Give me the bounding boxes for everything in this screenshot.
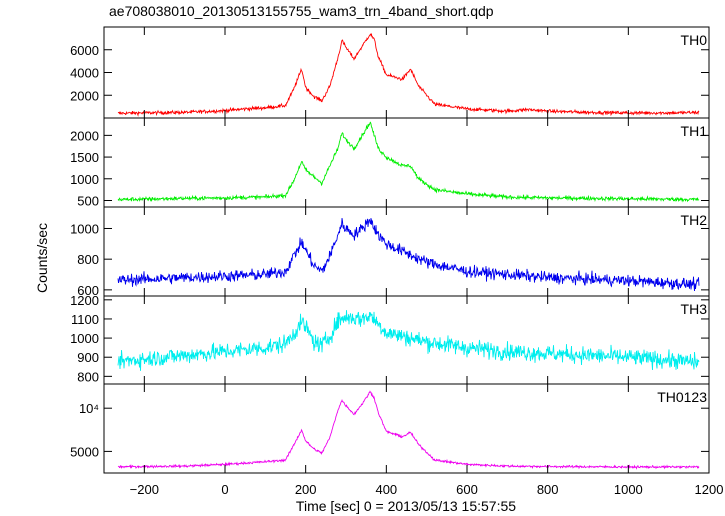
panels-group: 2000 4000 6000 TH0 500 1000 1500 2000 TH1 600 800 1… [70, 26, 710, 474]
chart-title: ae708038010_20130513155755_wam3_trn_4ban… [109, 3, 494, 19]
x-axis-label: Time [sec] 0 = 2013/05/13 15:57:55 [296, 498, 516, 514]
y-tick-label: 800 [77, 369, 99, 384]
x-tick-label: 800 [537, 482, 559, 497]
panel-label-th0: TH0 [681, 32, 708, 48]
y-tick-label: 5000 [70, 444, 99, 459]
y-tick-label: 1100 [71, 312, 99, 327]
x-tick-label: 0 [221, 482, 228, 497]
y-axis-label: Counts/sec [34, 223, 50, 293]
x-tick-label: −200 [130, 482, 159, 497]
y-tick-label: 1500 [70, 150, 99, 165]
y-tick-label: 500 [77, 193, 99, 208]
series-line-th1 [117, 121, 700, 203]
x-axis: −200 0 200 400 600 800 1000 1200 [130, 482, 724, 497]
panel-th0123: 5000 10⁴ TH0123 [70, 383, 710, 474]
panel-frame [103, 117, 710, 208]
series-line-th2 [117, 218, 700, 292]
panel-frame [103, 26, 710, 119]
y-tick-label: 2000 [70, 128, 99, 143]
x-tick-label: 1000 [614, 482, 643, 497]
y-tick-label: 1000 [70, 172, 99, 187]
x-tick-label: 1200 [695, 482, 724, 497]
y-tick-label: 900 [77, 350, 99, 365]
x-tick-label: 200 [295, 482, 317, 497]
series-line-th3 [117, 310, 700, 371]
series-line-th0123 [117, 390, 700, 470]
y-tick-label: 1000 [70, 221, 99, 236]
panel-frame [103, 383, 710, 474]
y-tick-label: 1200 [70, 293, 99, 308]
y-tick-label: 2000 [70, 88, 99, 103]
y-tick-label: 800 [77, 252, 99, 267]
y-tick-label: 1000 [70, 331, 99, 346]
y-tick-label: 4000 [70, 66, 99, 81]
y-tick-label: 600 [77, 283, 99, 298]
panel-label-th0123: TH0123 [657, 389, 707, 405]
panel-th2: 600 800 1000 TH2 [70, 206, 710, 298]
y-tick-label: 10⁴ [79, 401, 99, 416]
panel-th3: 800 900 1000 1100 1200 TH3 [70, 293, 710, 385]
x-tick-label: 600 [456, 482, 478, 497]
panel-frame [103, 206, 710, 297]
series-line-th0 [117, 32, 700, 117]
x-tick-label: 400 [375, 482, 397, 497]
y-tick-label: 6000 [70, 43, 99, 58]
panel-th0: 2000 4000 6000 TH0 [70, 26, 710, 119]
panel-label-th1: TH1 [681, 123, 708, 139]
panel-label-th2: TH2 [681, 212, 708, 228]
panel-th1: 500 1000 1500 2000 TH1 [70, 117, 710, 208]
panel-label-th3: TH3 [681, 301, 708, 317]
